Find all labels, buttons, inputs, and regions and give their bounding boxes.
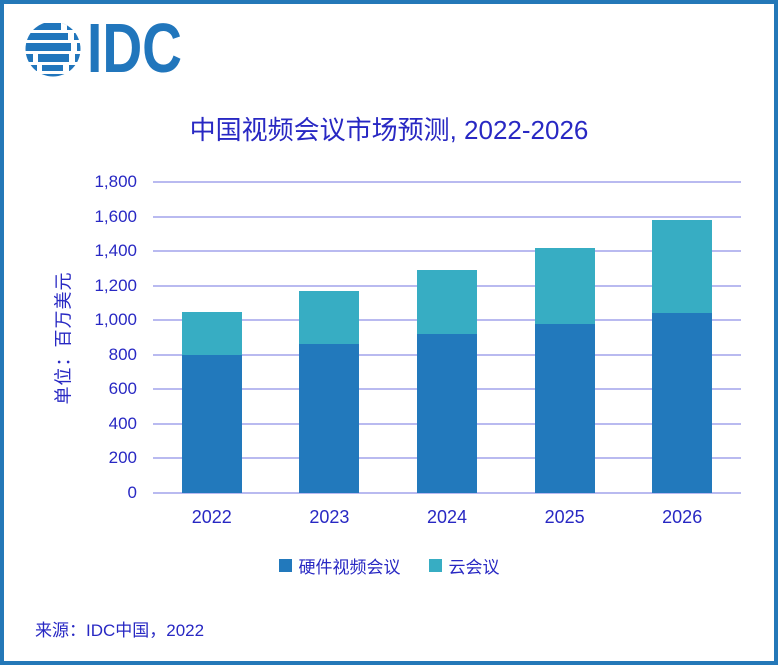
x-tick-label-2024: 2024 [426,507,467,527]
bar-2023-series-1 [299,290,360,345]
y-tick-label-1200: 1,200 [94,275,137,295]
x-tick-label-2025: 2025 [544,507,585,527]
bar-2026-series-1 [652,220,713,314]
y-tick-label-200: 200 [108,448,137,468]
source-note: 来源：IDC中国，2022 [35,621,205,640]
bar-2024-series-1 [417,270,477,335]
x-tick-label-2023: 2023 [309,507,350,527]
legend-label: 云会议 [448,558,500,577]
idc-logo: IDC [25,9,185,87]
idc-logo-text: IDC [87,18,182,78]
x-tick-label-2022: 2022 [191,507,232,527]
idc-globe-icon: IDC [25,9,182,87]
y-tick-label-1600: 1,600 [94,206,137,226]
x-tick-label-2026: 2026 [662,507,703,527]
y-axis-tick-labels: 0 200 400 600 800 1,000 1,200 1,400 1,600 1,800 [4,172,137,502]
legend-swatch-icon [278,559,292,572]
y-tick-label-400: 400 [108,413,137,433]
legend-label: 硬件视频会议 [298,558,401,577]
y-tick-label-1800: 1,800 [94,172,137,191]
bar-2026-series-0 [652,313,713,493]
bar-2024-series-0 [417,334,477,493]
y-tick-label-600: 600 [108,379,137,399]
plot-area [153,181,741,494]
gridline-1800 [153,181,741,183]
bar-2022-series-1 [181,311,242,355]
y-tick-label-1000: 1,000 [94,310,137,330]
legend: 硬件视频会议 云会议 [4,553,774,578]
y-tick-label-800: 800 [108,344,137,364]
bar-2025-series-1 [534,247,595,324]
bar-2025-series-0 [534,323,595,493]
x-axis-labels: 2022 2023 2024 2025 2026 [153,505,741,529]
gridline-1400 [153,250,741,253]
legend-swatch-icon [428,559,442,572]
gridline-1600 [153,215,741,218]
y-tick-label-0: 0 [127,483,137,502]
y-tick-label-1400: 1,400 [94,241,137,261]
legend-item-series-1: 云会议 [428,553,500,578]
gridline-0 [153,492,741,494]
chart-title: 中国视频会议市场预测, 2022-2026 [189,115,589,145]
legend-item-series-0: 硬件视频会议 [278,553,401,578]
bar-2023-series-0 [299,344,360,493]
bar-2022-series-0 [181,354,242,493]
